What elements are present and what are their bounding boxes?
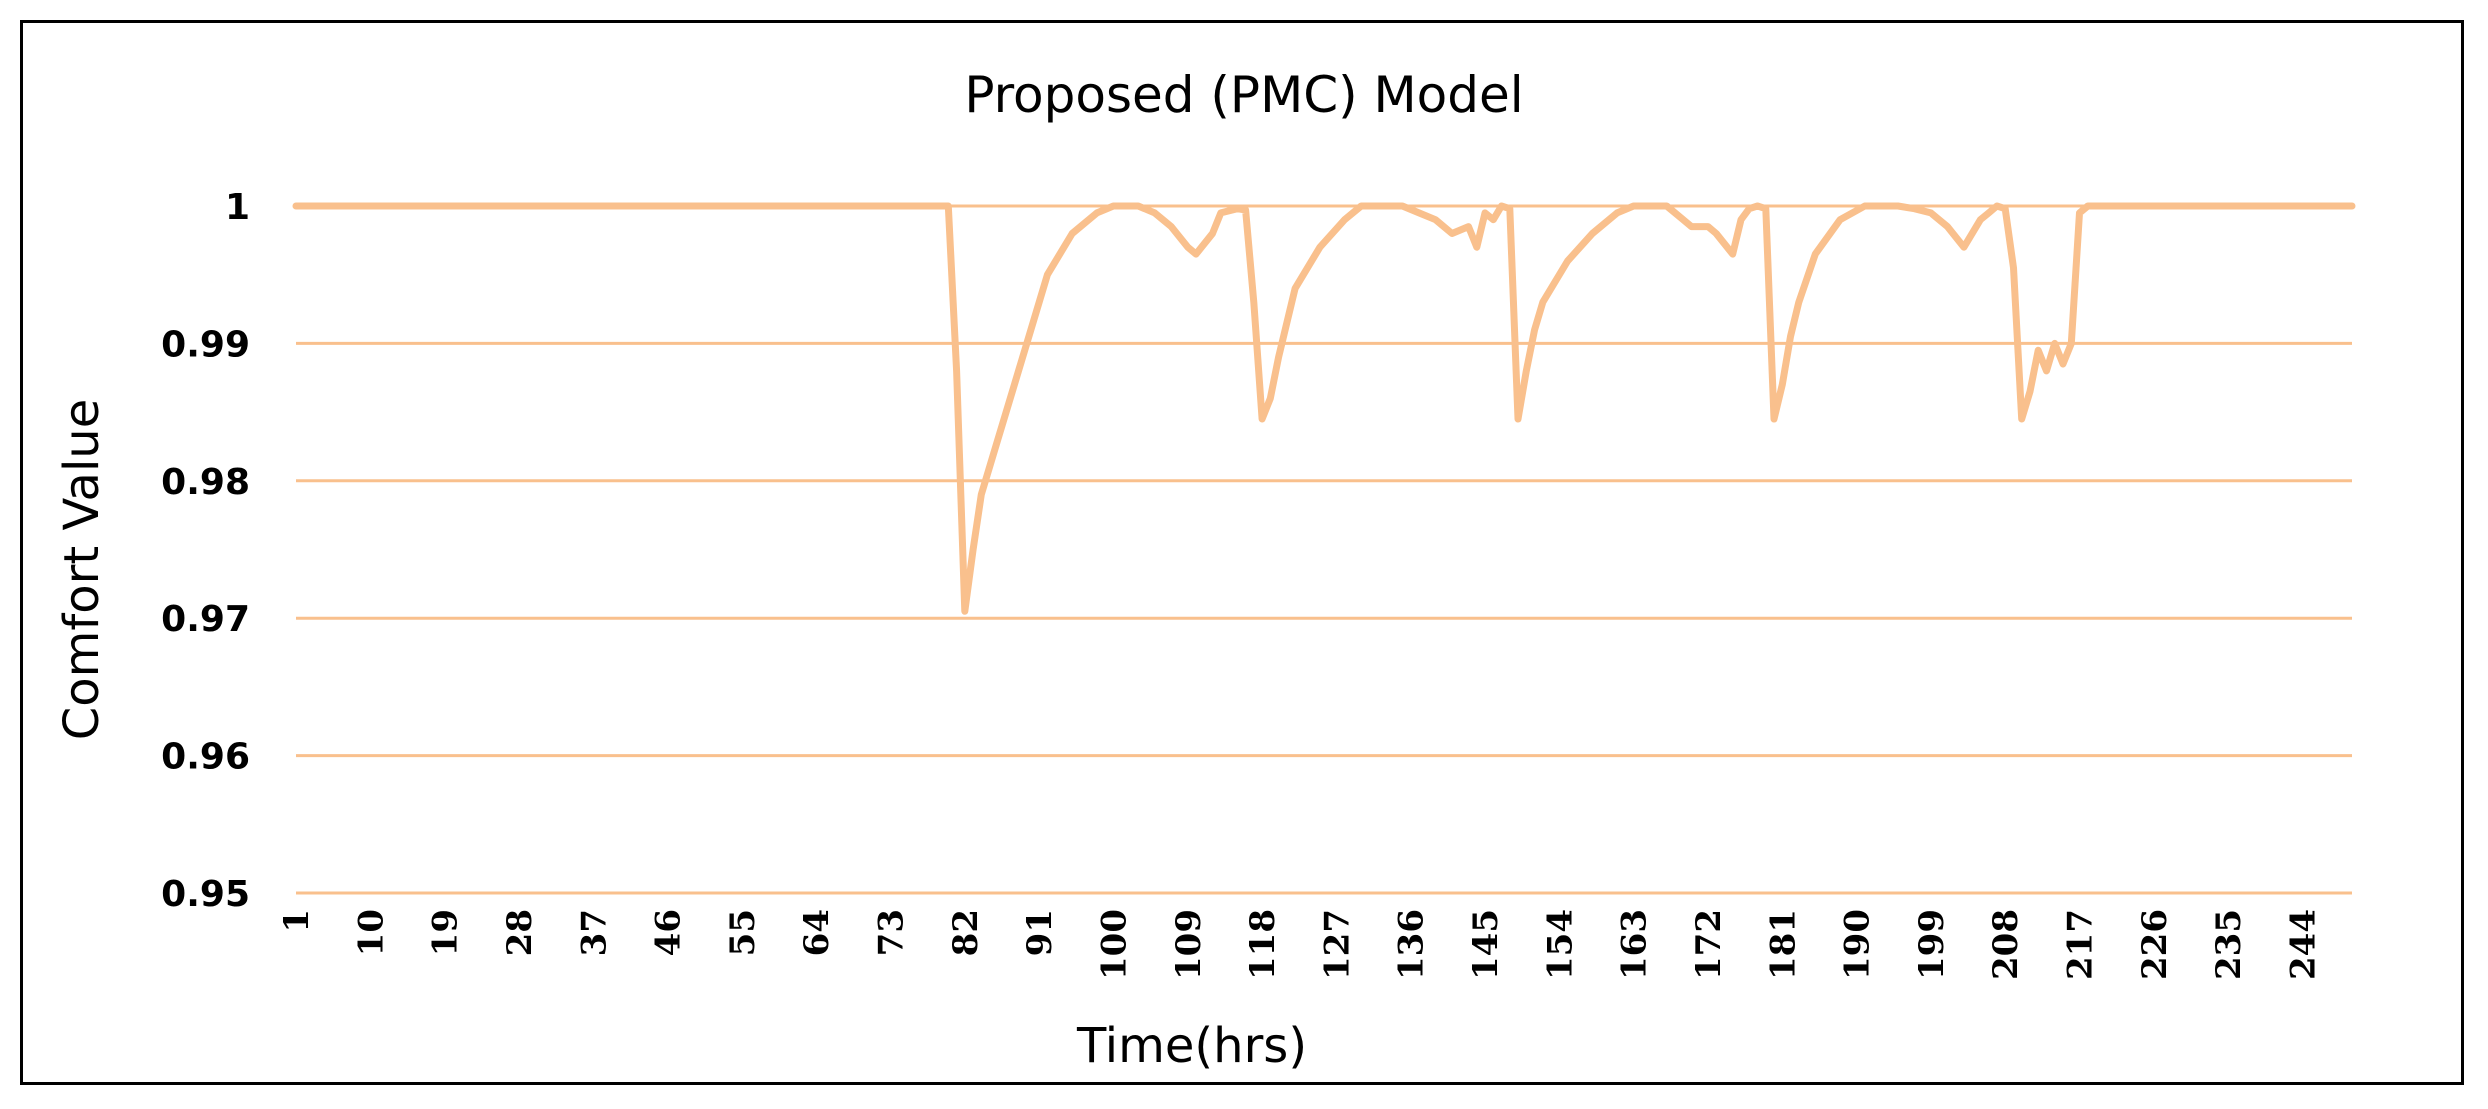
x-tick-label: 190 [1838, 909, 1878, 980]
x-tick-label: 163 [1615, 909, 1655, 980]
y-tick-label: 0.99 [161, 324, 250, 365]
x-tick-label: 154 [1540, 909, 1580, 980]
x-tick-label: 64 [797, 909, 837, 956]
x-axis-title: Time(hrs) [1076, 1018, 1307, 1074]
series-layer [292, 202, 2356, 615]
y-tick-label: 0.95 [161, 874, 250, 915]
series-line [292, 202, 2356, 615]
gridlines [296, 204, 2352, 895]
x-tick-label: 199 [1912, 909, 1952, 980]
x-tick-label: 1 [277, 909, 317, 933]
x-tick-label: 55 [723, 909, 763, 956]
x-tick-label: 244 [2283, 909, 2323, 980]
x-tick-label: 127 [1317, 909, 1357, 980]
x-tick-label: 28 [500, 909, 540, 956]
x-tick-label: 109 [1169, 909, 1209, 980]
x-tick-label: 82 [946, 909, 986, 956]
x-tick-label: 73 [872, 909, 912, 956]
y-tick-label: 0.96 [161, 737, 250, 778]
y-tick-label: 0.97 [161, 599, 250, 640]
chart-frame [20, 20, 2464, 1085]
x-tick-label: 91 [1020, 909, 1060, 956]
x-tick-label: 181 [1763, 909, 1803, 980]
y-tick-label: 1 [225, 187, 250, 228]
x-tick-label: 19 [426, 909, 466, 956]
x-tick-label: 46 [649, 909, 689, 956]
x-tick-label: 208 [1986, 909, 2026, 980]
x-tick-label: 118 [1243, 909, 1283, 980]
x-tick-label: 10 [351, 909, 391, 956]
y-axis-ticks: 1 0.99 0.98 0.97 0.96 0.95 [161, 187, 250, 915]
x-tick-label: 145 [1466, 909, 1506, 980]
y-tick-label: 0.98 [161, 462, 250, 503]
x-tick-label: 37 [574, 909, 614, 956]
chart-title: Proposed (PMC) Model [964, 66, 1523, 124]
x-tick-label: 235 [2209, 909, 2249, 980]
x-tick-label: 172 [1689, 909, 1729, 980]
x-tick-label: 217 [2061, 909, 2101, 980]
x-tick-label: 100 [1094, 909, 1134, 980]
x-tick-label: 136 [1392, 909, 1432, 980]
y-axis-title: Comfort Value [54, 399, 110, 741]
x-axis-ticks: 1 10 19 28 37 46 55 64 73 82 91 100 109 118 127 136 145 1… [277, 909, 2323, 980]
x-tick-label: 226 [2135, 909, 2175, 980]
